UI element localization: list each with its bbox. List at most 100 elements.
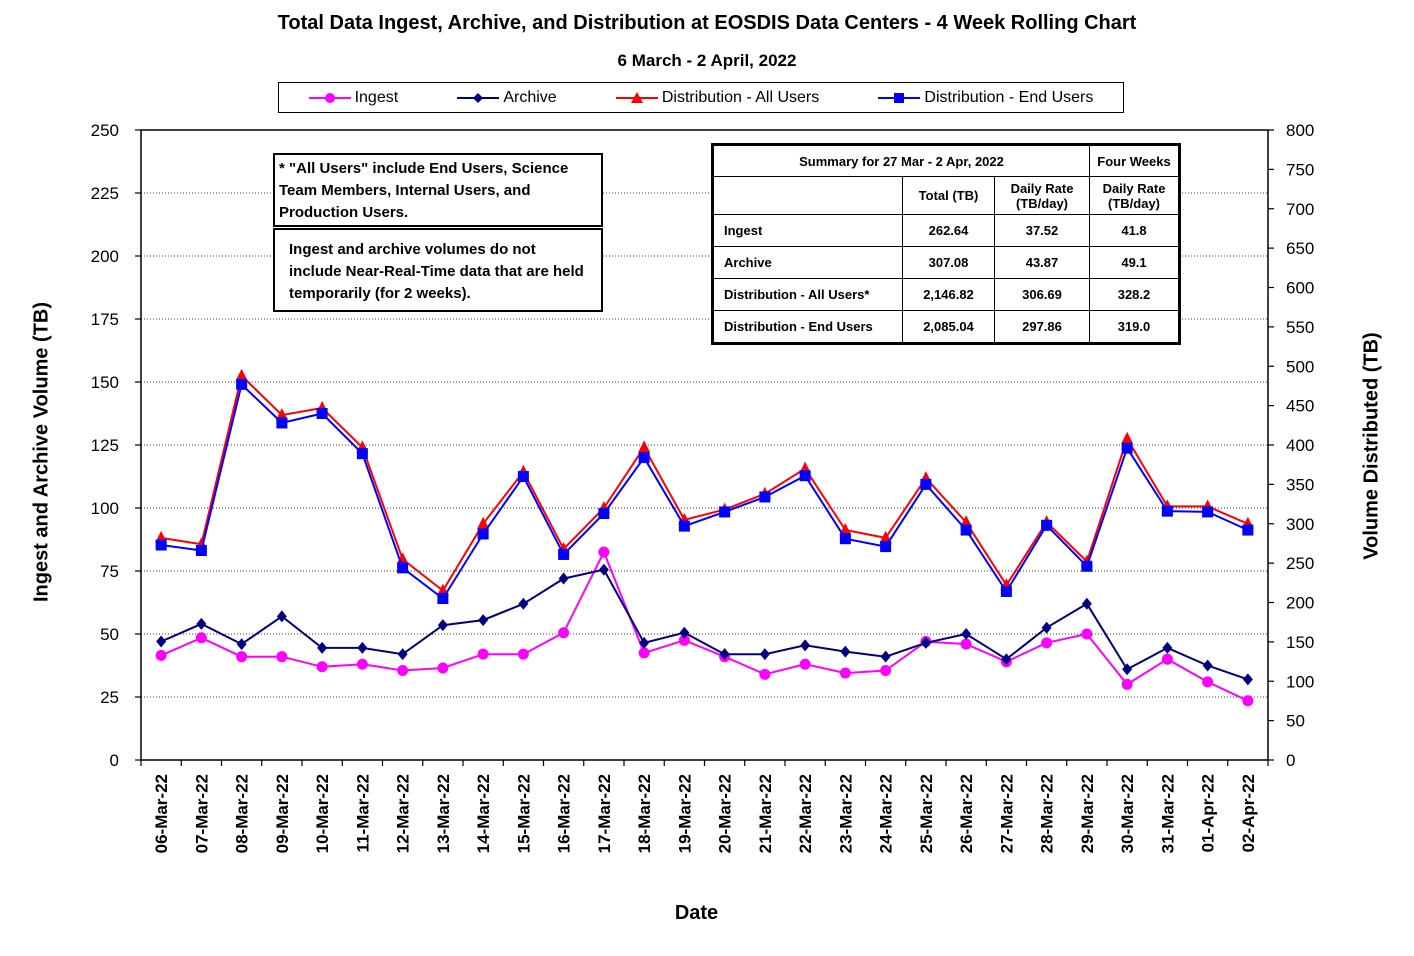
data-point-archive: [1162, 641, 1173, 654]
summary-cell: 41.8: [1089, 214, 1179, 247]
x-tick-label: 20-Mar-22: [716, 774, 735, 853]
data-point-distribution-end-users: [155, 539, 167, 551]
data-point-ingest: [477, 648, 489, 660]
x-tick-label: 19-Mar-22: [675, 774, 694, 853]
data-point-distribution-end-users: [638, 452, 650, 464]
circle-marker-icon: [308, 92, 351, 103]
data-point-distribution-all-users: [275, 408, 288, 421]
data-point-distribution-all-users: [638, 440, 651, 453]
y-left-tick-label: 125: [91, 436, 119, 455]
x-tick-label: 15-Mar-22: [514, 774, 533, 853]
x-tick-label: 17-Mar-22: [595, 774, 614, 853]
x-tick-label: 14-Mar-22: [474, 774, 493, 853]
summary-row-label: Ingest: [713, 214, 903, 247]
y-left-tick-label: 225: [91, 184, 119, 203]
data-point-ingest: [316, 661, 328, 673]
data-point-archive: [156, 635, 167, 648]
data-point-ingest: [236, 651, 248, 663]
series-group: [155, 368, 1254, 707]
data-point-archive: [800, 639, 811, 652]
summary-cell: 319.0: [1089, 310, 1179, 343]
x-tick-label: 16-Mar-22: [555, 774, 574, 853]
data-point-distribution-all-users: [477, 516, 490, 529]
data-point-distribution-end-users: [678, 520, 690, 532]
y-right-tick-label: 650: [1286, 239, 1314, 258]
data-point-archive: [518, 597, 529, 610]
summary-header-four-weeks: Four Weeks: [1089, 145, 1179, 177]
data-point-distribution-end-users: [960, 524, 972, 536]
y-left-tick-label: 200: [91, 247, 119, 266]
legend-item-distribution-all: Distribution - All Users: [615, 89, 819, 107]
data-point-ingest: [799, 658, 811, 670]
summary-header: Summary for 27 Mar - 2 Apr, 2022: [713, 145, 1090, 177]
series-line-archive: [160, 568, 1249, 681]
data-point-ingest: [638, 647, 650, 659]
data-point-archive: [961, 628, 972, 640]
data-point-ingest: [759, 668, 771, 680]
y-right-tick-label: 150: [1286, 633, 1314, 652]
y-left-tick-label: 25: [100, 688, 119, 707]
data-point-distribution-end-users: [1121, 442, 1133, 454]
x-tick-label: 07-Mar-22: [192, 774, 211, 853]
data-point-distribution-end-users: [759, 491, 771, 503]
data-point-distribution-end-users: [477, 528, 489, 540]
data-point-archive: [236, 638, 247, 651]
x-tick-label: 23-Mar-22: [836, 774, 855, 853]
y-axis-right-label: Volume Distributed (TB): [1360, 332, 1383, 560]
x-tick-label: 08-Mar-22: [233, 774, 252, 853]
x-tick-label: 12-Mar-22: [394, 774, 413, 853]
y-right-tick-label: 350: [1286, 475, 1314, 494]
data-point-ingest: [276, 651, 288, 663]
y-right-tick-label: 800: [1286, 121, 1314, 140]
data-point-distribution-all-users: [235, 368, 248, 381]
data-point-archive: [1041, 621, 1052, 634]
summary-cell: 2,146.82: [902, 278, 995, 311]
data-point-distribution-all-users: [960, 515, 973, 528]
data-point-archive: [558, 572, 569, 585]
data-point-distribution-end-users: [1242, 524, 1254, 536]
x-tick-label: 29-Mar-22: [1078, 774, 1097, 853]
data-point-distribution-end-users: [1202, 506, 1214, 518]
data-point-ingest: [517, 648, 529, 660]
x-tick-label: 22-Mar-22: [796, 774, 815, 853]
y-right-tick-label: 250: [1286, 554, 1314, 573]
data-point-distribution-end-users: [276, 417, 288, 429]
data-point-distribution-end-users: [839, 533, 851, 545]
y-left-tick-label: 0: [110, 751, 119, 770]
data-point-distribution-all-users: [839, 523, 852, 536]
diamond-marker-icon: [457, 92, 500, 103]
data-point-ingest: [678, 634, 690, 646]
data-point-archive: [598, 563, 609, 576]
summary-row-label: Distribution - End Users: [713, 310, 903, 343]
data-point-archive: [317, 641, 328, 654]
data-point-archive: [639, 636, 650, 649]
data-point-archive: [437, 619, 448, 632]
data-point-archive: [196, 617, 207, 630]
data-point-ingest: [397, 665, 409, 677]
data-point-archive: [397, 648, 408, 661]
summary-cell: 37.52: [994, 214, 1090, 247]
data-point-ingest: [839, 667, 851, 679]
summary-col-daily: Daily Rate (TB/day): [994, 176, 1090, 215]
y-right-tick-label: 500: [1286, 357, 1314, 376]
data-point-ingest: [356, 658, 368, 670]
y-right-tick-label: 550: [1286, 318, 1314, 337]
data-point-archive: [1122, 663, 1133, 676]
summary-cell: 43.87: [994, 246, 1090, 279]
data-point-distribution-end-users: [316, 408, 328, 419]
series-line-distribution-end-users: [160, 382, 1249, 601]
data-point-archive: [478, 614, 489, 627]
x-tick-label: 10-Mar-22: [313, 774, 332, 853]
y-right-tick-label: 300: [1286, 515, 1314, 534]
x-tick-label: 21-Mar-22: [756, 774, 775, 853]
y-right-tick-label: 0: [1286, 751, 1295, 770]
x-tick-label: 06-Mar-22: [152, 774, 171, 853]
x-tick-label: 27-Mar-22: [997, 774, 1016, 853]
data-point-ingest: [155, 649, 167, 661]
data-point-archive: [1242, 673, 1253, 686]
summary-col-four: Daily Rate (TB/day): [1089, 176, 1179, 215]
data-point-archive: [759, 648, 770, 661]
data-point-distribution-end-users: [437, 593, 449, 605]
x-tick-label: 28-Mar-22: [1038, 774, 1057, 853]
